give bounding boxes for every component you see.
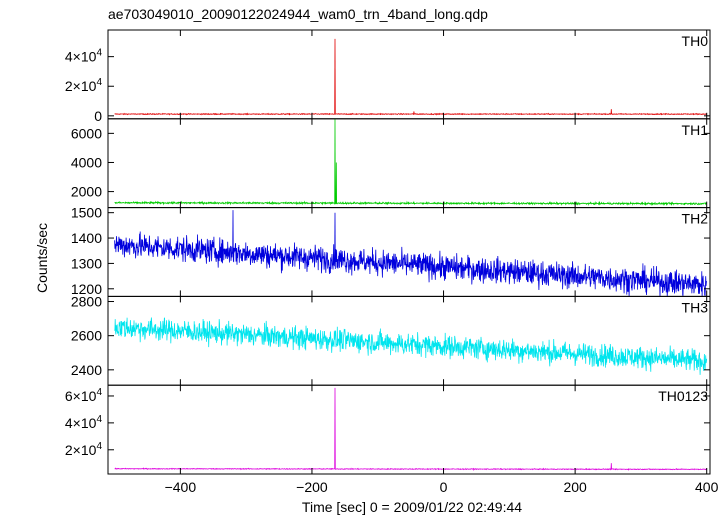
series-line-th3: [114, 317, 708, 375]
series-line-th2: [114, 210, 708, 297]
y-tick-label: 2800: [71, 294, 102, 310]
series-line-th1: [114, 118, 708, 207]
y-tick-label: 2000: [71, 184, 102, 200]
y-tick-label: 2400: [71, 362, 102, 378]
series-line-th0: [114, 38, 707, 116]
y-tick-label: 1500: [71, 205, 102, 221]
y-tick-label: 4×104: [65, 414, 103, 431]
panel-frame: [107, 118, 711, 209]
panel-th2: 1200 1300 1400 1500 TH2: [71, 205, 711, 297]
y-tick-label: 1200: [71, 281, 102, 297]
chart-title: ae703049010_20090122024944_wam0_trn_4ban…: [108, 6, 488, 22]
panel-label-th1: TH1: [682, 122, 709, 138]
y-tick-label: 0: [94, 108, 102, 124]
panels-group: 0 2×104 4×104 TH0 2000 4000 6000 TH1 1200 1300 140…: [65, 29, 711, 475]
y-tick-label: 6000: [71, 125, 102, 141]
y-tick-label: 6×104: [65, 387, 103, 404]
x-tick-label: −400: [165, 479, 197, 495]
panel-label-th3: TH3: [682, 299, 709, 315]
x-tick-label: −200: [296, 479, 328, 495]
panel-th0123: 2×104 4×104 6×104 TH0123: [65, 384, 711, 475]
y-tick-label: 2×104: [65, 77, 103, 94]
y-tick-label: 1400: [71, 230, 102, 246]
x-axis-label: Time [sec] 0 = 2009/01/22 02:49:44: [302, 499, 522, 515]
y-tick-label: 4×104: [65, 48, 103, 65]
panel-label-th2: TH2: [682, 211, 709, 227]
panel-frame: [107, 295, 711, 386]
panel-th1: 2000 4000 6000 TH1: [71, 118, 711, 209]
panel-th3: 2400 2600 2800 TH3: [71, 294, 711, 386]
panel-label-th0123: TH0123: [658, 388, 708, 404]
x-tick-label: 0: [440, 479, 448, 495]
y-tick-label: 1300: [71, 255, 102, 271]
x-tick-label: 400: [695, 479, 719, 495]
y-tick-label: 4000: [71, 154, 102, 170]
y-tick-label: 2×104: [65, 441, 103, 458]
y-tick-label: 2600: [71, 328, 102, 344]
x-tick-label: 200: [563, 479, 587, 495]
x-tick-labels: −400 −200 0 200 400: [165, 479, 719, 495]
y-axis-label: Counts/sec: [34, 223, 50, 293]
series-line-th0123: [114, 387, 708, 472]
panel-frame: [107, 384, 711, 475]
panel-th0: 0 2×104 4×104 TH0: [65, 29, 711, 124]
panel-frame: [107, 29, 711, 120]
panel-label-th0: TH0: [682, 33, 709, 49]
